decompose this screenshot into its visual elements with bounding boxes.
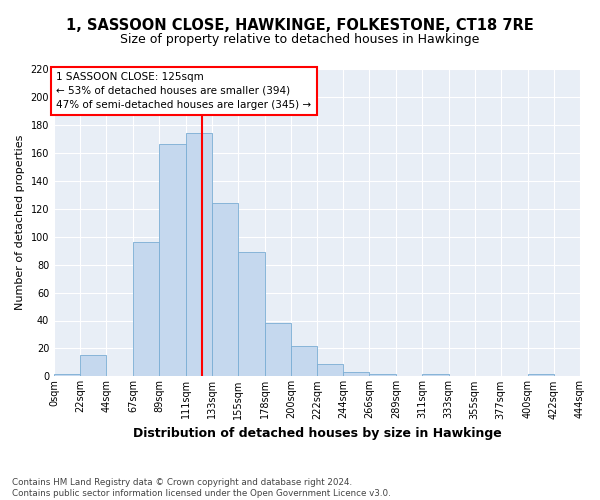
Bar [212, 203, 238, 376]
Bar [265, 324, 291, 376]
Bar [343, 372, 369, 376]
Bar [54, 374, 80, 376]
Bar [369, 374, 397, 376]
X-axis label: Distribution of detached houses by size in Hawkinge: Distribution of detached houses by size … [133, 427, 502, 440]
Bar [238, 252, 265, 376]
Bar [185, 134, 212, 376]
Text: 1 SASSOON CLOSE: 125sqm
← 53% of detached houses are smaller (394)
47% of semi-d: 1 SASSOON CLOSE: 125sqm ← 53% of detache… [56, 72, 311, 110]
Bar [291, 346, 317, 376]
Text: Contains HM Land Registry data © Crown copyright and database right 2024.
Contai: Contains HM Land Registry data © Crown c… [12, 478, 391, 498]
Bar [422, 374, 449, 376]
Bar [528, 374, 554, 376]
Bar [80, 356, 106, 376]
Bar [133, 242, 160, 376]
Text: Size of property relative to detached houses in Hawkinge: Size of property relative to detached ho… [121, 32, 479, 46]
Y-axis label: Number of detached properties: Number of detached properties [15, 135, 25, 310]
Text: 1, SASSOON CLOSE, HAWKINGE, FOLKESTONE, CT18 7RE: 1, SASSOON CLOSE, HAWKINGE, FOLKESTONE, … [66, 18, 534, 32]
Bar [317, 364, 343, 376]
Bar [160, 144, 185, 376]
